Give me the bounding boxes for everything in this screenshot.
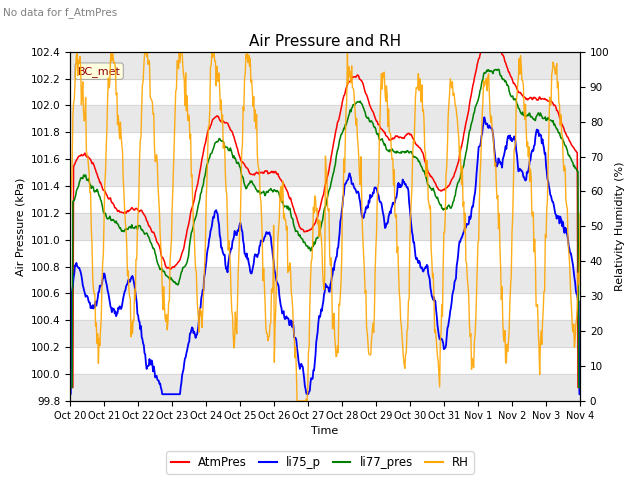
Bar [70,320,580,347]
X-axis label: Time: Time [312,426,339,436]
Bar [70,266,580,293]
Y-axis label: Air Pressure (kPa): Air Pressure (kPa) [15,177,25,276]
Bar [70,106,580,132]
Bar [70,213,580,240]
Title: Air Pressure and RH: Air Pressure and RH [249,34,401,49]
Bar [70,52,580,79]
Legend: AtmPres, li75_p, li77_pres, RH: AtmPres, li75_p, li77_pres, RH [166,451,474,474]
Bar [70,159,580,186]
Text: No data for f_AtmPres: No data for f_AtmPres [3,7,118,18]
Text: BC_met: BC_met [77,66,120,77]
Bar [70,374,580,401]
Y-axis label: Relativity Humidity (%): Relativity Humidity (%) [615,162,625,291]
